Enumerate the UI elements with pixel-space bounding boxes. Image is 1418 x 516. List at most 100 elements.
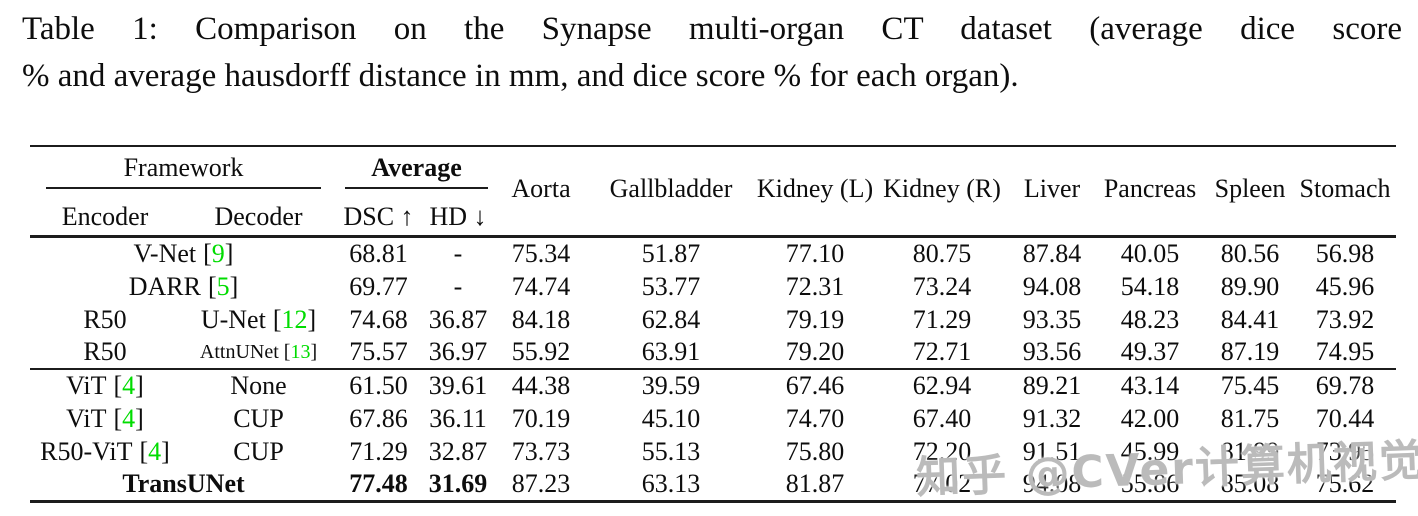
cell-dsc: 71.29 (349, 436, 408, 466)
cell-gallbladder: 63.91 (586, 336, 757, 370)
cell-kidney-l: 77.10 (785, 239, 845, 268)
cell-framework: TransUNet (122, 469, 245, 498)
cell-pancreas: 40.05 (1120, 239, 1180, 268)
cell-kidney-r: 80.75 (912, 239, 972, 268)
cell-pancreas: 49.37 (1094, 336, 1207, 370)
cell-pancreas: 54.18 (1120, 271, 1180, 301)
cell-gallbladder: 39.59 (641, 371, 701, 400)
cell-dsc: 69.77 (349, 271, 408, 301)
cell-dsc: 61.50 (349, 371, 408, 400)
cell-kidney-r: 62.94 (912, 371, 972, 400)
method-name: V-Net (133, 239, 197, 268)
cell-aorta: 87.23 (511, 469, 571, 498)
column-header-dsc: DSC ↑ (343, 202, 414, 231)
cell-aorta: 75.34 (511, 239, 571, 268)
cell-pancreas: 48.23 (1120, 304, 1180, 334)
cell-aorta: 55.92 (496, 336, 587, 370)
cell-spleen: 89.90 (1220, 271, 1280, 301)
cell-dsc: 68.81 (349, 239, 408, 268)
cell-gallbladder: 51.87 (641, 239, 701, 268)
cell-hd: 32.87 (428, 436, 488, 466)
table-row-r50-attnunet: R50 AttnUNet [13] 75.57 36.97 55.92 63.91… (30, 336, 1397, 370)
cell-framework: V-Net [9] (30, 237, 337, 271)
cell-stomach: 73.92 (1315, 304, 1375, 334)
column-header-gallbladder: Gallbladder (609, 174, 733, 203)
cell-kidney-r: 72.71 (874, 336, 1011, 370)
cell-pancreas: 42.00 (1120, 403, 1180, 433)
cell-encoder: ViT [4] (30, 369, 180, 402)
table-row-vit-cup: ViT [4] CUP 67.86 36.11 70.19 45.10 74.70… (30, 402, 1396, 435)
framework-group-header: Framework (30, 146, 337, 199)
cell-kidney-r: 73.24 (912, 271, 972, 301)
cell-hd: 36.11 (429, 403, 487, 433)
average-group-header: Average (337, 146, 496, 199)
cell-kidney-r: 77.02 (912, 469, 972, 498)
column-header-encoder: Encoder (61, 202, 149, 231)
citation-ref: [12] (272, 304, 317, 334)
cell-kidney-r: 72.20 (912, 436, 972, 466)
cell-kidney-l: 79.20 (756, 336, 875, 370)
table-row-vit-none: ViT [4] None 61.50 39.61 44.38 39.59 67.4… (30, 369, 1396, 402)
citation-ref: [9] (203, 239, 234, 268)
cell-dsc: 75.57 (337, 336, 421, 370)
method-name: U-Net (200, 304, 266, 334)
cell-liver: 93.35 (1022, 304, 1082, 334)
cell-spleen: 81.75 (1220, 403, 1280, 433)
cell-aorta: 84.18 (511, 304, 571, 334)
cell-gallbladder: 53.77 (641, 271, 701, 301)
cell-gallbladder: 55.13 (641, 436, 701, 466)
cell-liver: 94.08 (1022, 469, 1082, 498)
cell-gallbladder: 62.84 (641, 304, 701, 334)
citation-ref: [4] (113, 371, 144, 400)
cell-gallbladder: 63.13 (641, 469, 701, 498)
cell-decoder: U-Net [12] (180, 303, 337, 336)
cell-hd: - (453, 271, 463, 301)
cell-dsc: 74.68 (349, 304, 408, 334)
citation-ref: [13] (283, 340, 318, 363)
method-name: ViT (66, 371, 107, 400)
cell-liver: 91.51 (1022, 436, 1082, 466)
cell-stomach: 45.96 (1315, 271, 1375, 301)
results-table: Framework Average Aorta Gallbladder Kidn… (30, 145, 1397, 503)
cell-encoder: ViT [4] (30, 402, 180, 435)
group-header-row: Framework Average Aorta Gallbladder Kidn… (30, 146, 1396, 203)
method-name: R50-ViT (40, 436, 133, 466)
column-header-spleen: Spleen (1214, 174, 1286, 203)
cell-kidney-l: 79.19 (785, 304, 845, 334)
cell-hd: 31.69 (428, 469, 488, 498)
cell-framework: DARR [5] (30, 270, 337, 303)
caption-line-1: Table 1: Comparison on the Synapse multi… (22, 11, 1402, 47)
caption-line-2: % and average hausdorff distance in mm, … (22, 58, 1019, 94)
table-row-transunet: TransUNet 77.48 31.69 87.23 63.13 81.87 … (30, 468, 1396, 502)
cell-kidney-r: 67.40 (912, 403, 972, 433)
cell-stomach: 75.62 (1315, 469, 1375, 498)
cell-stomach: 70.44 (1315, 403, 1375, 433)
cell-liver: 93.56 (1010, 336, 1095, 370)
column-header-kidney-l: Kidney (L) (756, 174, 874, 203)
cell-gallbladder: 45.10 (641, 403, 701, 433)
cell-hd: 36.87 (428, 304, 488, 334)
cell-encoder: R50 (83, 304, 127, 334)
column-header-aorta: Aorta (511, 174, 571, 203)
table-row-vnet: V-Net [9] 68.81 - 75.34 51.87 77.10 80.75… (30, 237, 1396, 271)
cell-spleen: 87.19 (1206, 336, 1295, 370)
cell-pancreas: 43.14 (1120, 371, 1180, 400)
citation-ref: [4] (113, 403, 144, 433)
column-header-stomach: Stomach (1299, 174, 1391, 203)
cell-encoder: R50 (30, 336, 180, 370)
cell-decoder: CUP (233, 436, 284, 466)
cell-stomach: 73.95 (1315, 436, 1375, 466)
cell-stomach: 74.95 (1294, 336, 1397, 370)
column-header-liver: Liver (1023, 174, 1081, 203)
cell-liver: 94.08 (1022, 271, 1082, 301)
cell-decoder: None (230, 371, 287, 400)
cell-pancreas: 55.86 (1120, 469, 1180, 498)
cell-spleen: 75.45 (1220, 371, 1280, 400)
citation-ref: [4] (139, 436, 170, 466)
cell-dsc: 77.48 (349, 469, 408, 498)
cell-kidney-l: 74.70 (785, 403, 845, 433)
column-header-decoder: Decoder (214, 202, 303, 231)
table-row-r50vit-cup: R50-ViT [4] CUP 71.29 32.87 73.73 55.13 7… (30, 435, 1396, 468)
cell-spleen: 85.08 (1220, 469, 1280, 498)
cell-stomach: 56.98 (1315, 239, 1375, 268)
